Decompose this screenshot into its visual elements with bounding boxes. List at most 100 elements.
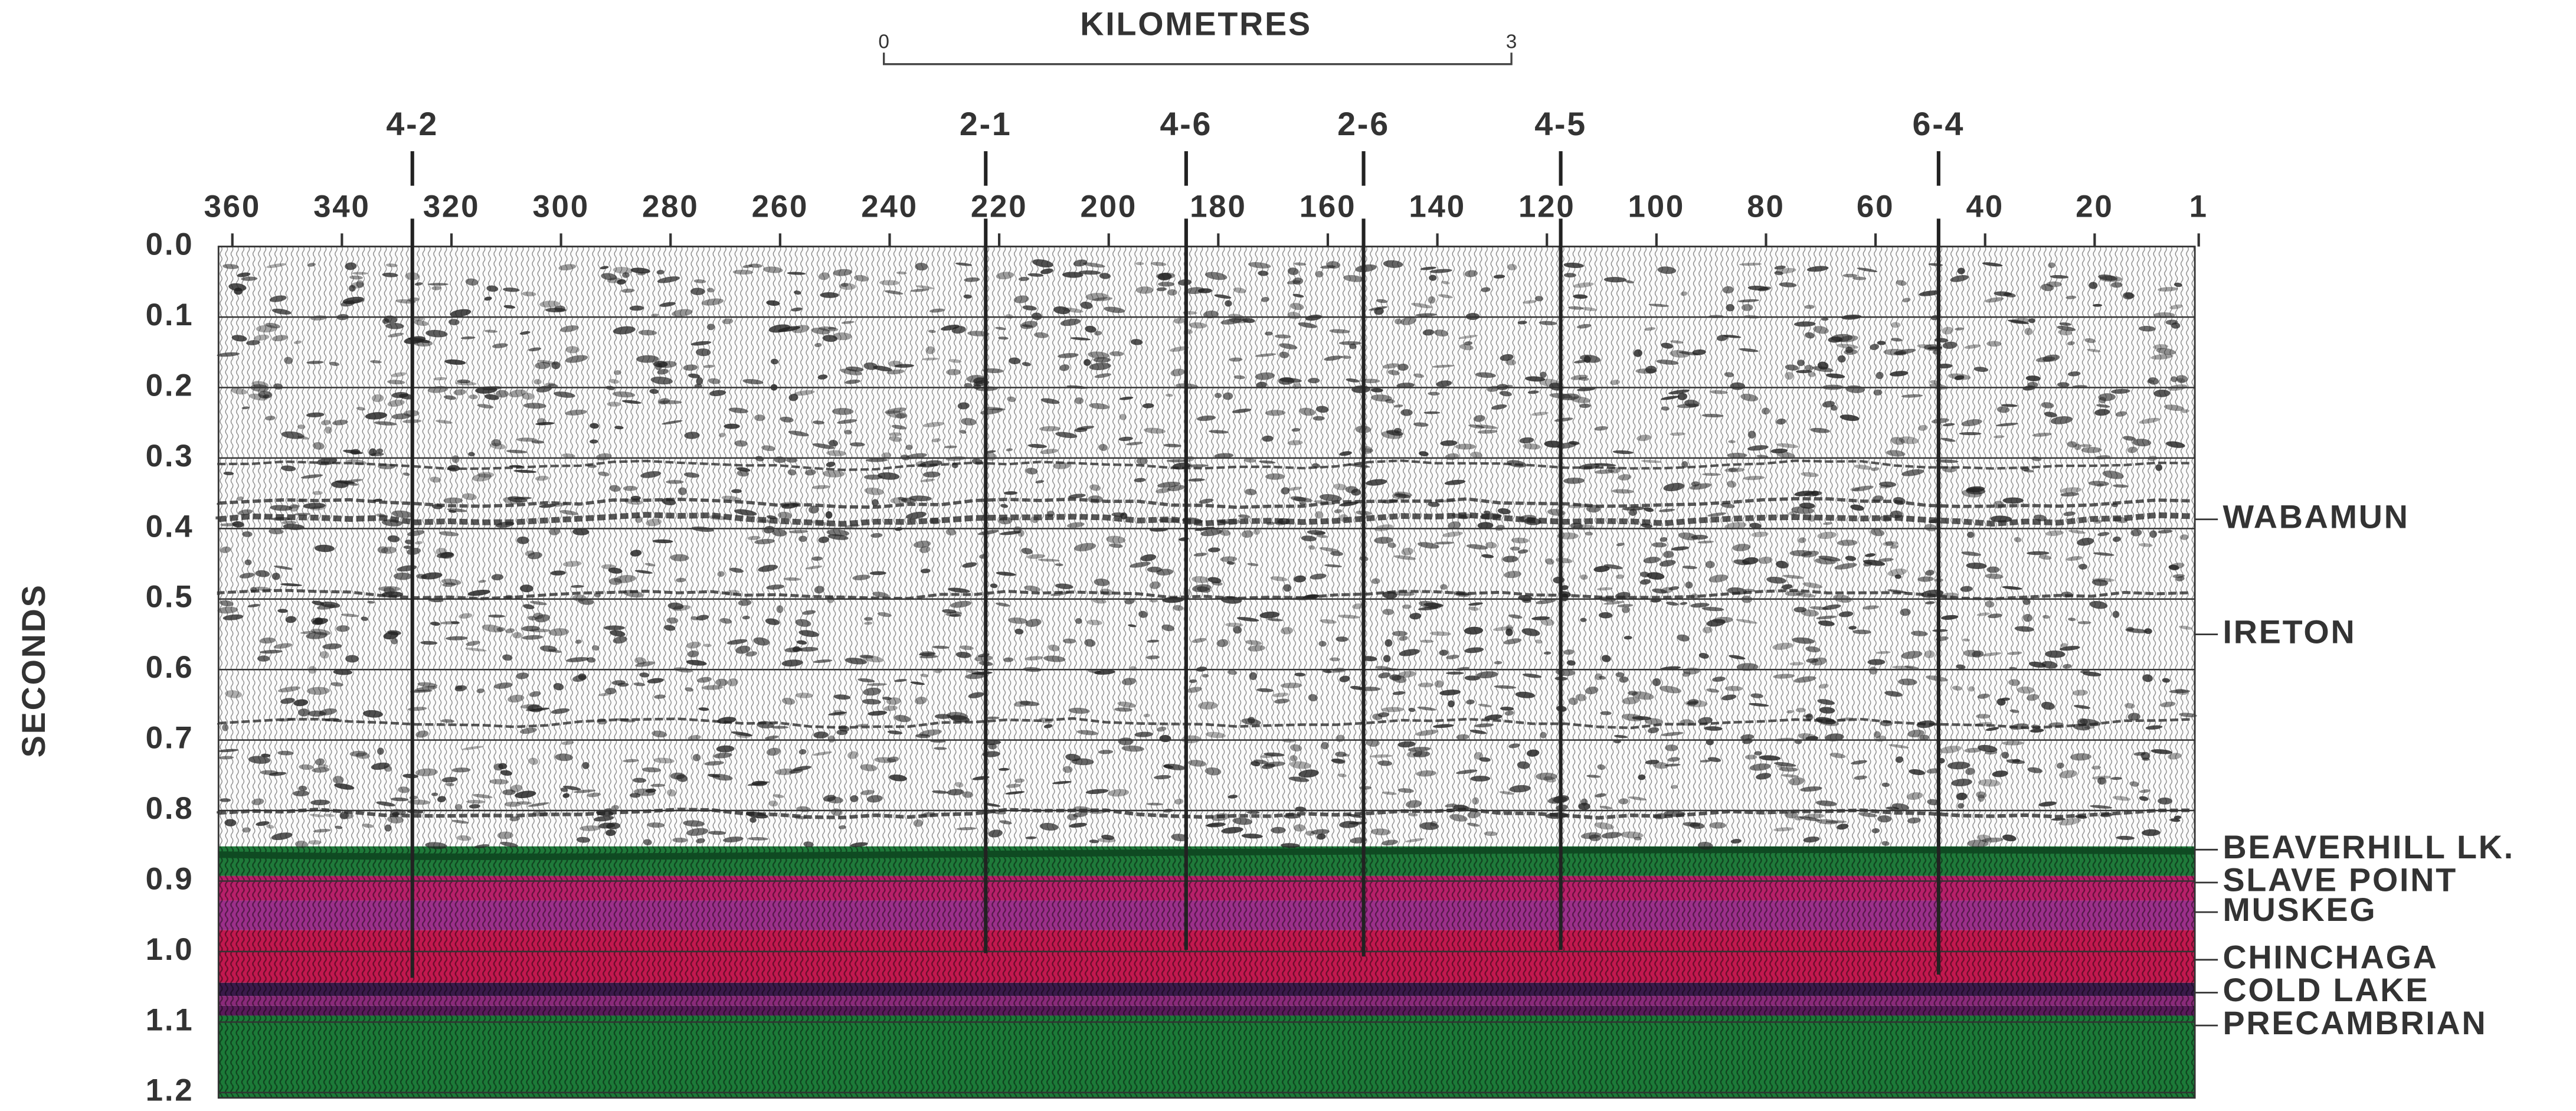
reflection-event bbox=[1766, 576, 1786, 584]
reflection-event bbox=[1668, 586, 1680, 590]
reflection-event bbox=[2160, 701, 2176, 707]
reflection-event bbox=[949, 614, 961, 617]
reflection-event bbox=[1878, 558, 1894, 562]
reflection-event bbox=[1497, 508, 1511, 515]
reflection-event bbox=[775, 768, 796, 775]
reflection-event bbox=[1586, 775, 1600, 778]
reflection-event bbox=[748, 263, 762, 268]
reflection-event bbox=[968, 692, 984, 698]
reflection-event bbox=[1611, 489, 1634, 494]
reflection-event bbox=[1339, 675, 1350, 682]
reflection-event bbox=[2097, 777, 2106, 785]
reflection-event bbox=[1246, 811, 1260, 814]
reflection-event bbox=[1289, 755, 1298, 762]
reflection-event bbox=[1275, 334, 1291, 339]
reflection-event bbox=[1819, 707, 1835, 714]
reflection-event bbox=[1319, 547, 1340, 553]
reflection-event bbox=[593, 815, 614, 822]
reflection-event bbox=[218, 756, 234, 760]
reflection-event bbox=[1316, 834, 1326, 840]
reflection-event bbox=[1385, 398, 1395, 404]
reflection-event bbox=[984, 450, 996, 453]
reflection-event bbox=[1647, 572, 1665, 580]
horizon-label: WABAMUN bbox=[2223, 498, 2409, 535]
reflection-event bbox=[1255, 353, 1276, 357]
reflection-event bbox=[2008, 319, 2030, 324]
reflection-event bbox=[1305, 831, 1315, 836]
reflection-event bbox=[1683, 822, 1700, 827]
reflection-event bbox=[2112, 610, 2120, 618]
reflection-event bbox=[1870, 528, 1885, 537]
reflection-event bbox=[1166, 459, 1188, 463]
reflection-event bbox=[479, 580, 486, 583]
reflection-event bbox=[884, 290, 904, 295]
reflection-event bbox=[1927, 799, 1939, 806]
reflection-event bbox=[847, 751, 859, 759]
reflection-event bbox=[303, 502, 326, 509]
reflection-event bbox=[2045, 650, 2066, 658]
reflection-event bbox=[509, 816, 521, 822]
reflection-events bbox=[217, 259, 2197, 850]
reflection-event bbox=[1919, 290, 1941, 296]
reflection-event bbox=[1535, 639, 1543, 644]
reflection-event bbox=[387, 332, 404, 338]
reflection-event bbox=[2092, 303, 2103, 307]
reflection-event bbox=[435, 420, 453, 424]
reflection-event bbox=[1253, 528, 1261, 535]
reflection-event bbox=[1616, 543, 1625, 547]
reflection-event bbox=[2170, 376, 2178, 383]
reflection-event bbox=[1569, 441, 1580, 445]
reflection-event bbox=[417, 682, 438, 688]
reflection-event bbox=[983, 803, 1001, 807]
reflection-event bbox=[715, 678, 728, 687]
reflection-event bbox=[220, 546, 231, 553]
reflection-event bbox=[1773, 827, 1793, 832]
reflection-event bbox=[955, 652, 971, 658]
reflection-event bbox=[766, 747, 781, 756]
reflection-event bbox=[1966, 562, 1987, 569]
reflection-event bbox=[934, 714, 952, 719]
reflection-event bbox=[1982, 262, 2003, 267]
reflection-event bbox=[2046, 281, 2062, 287]
reflection-event bbox=[881, 452, 892, 458]
reflection-event bbox=[228, 283, 247, 292]
reflection-event bbox=[1638, 774, 1646, 780]
reflection-event bbox=[1758, 557, 1773, 564]
reflection-event bbox=[973, 377, 986, 384]
reflection-event bbox=[945, 528, 957, 536]
reflection-event bbox=[1789, 662, 1804, 666]
reflection-event bbox=[1280, 682, 1302, 688]
reflection-event bbox=[515, 790, 536, 799]
reflection-event bbox=[1776, 560, 1789, 568]
reflection-event bbox=[461, 746, 484, 750]
reflection-event bbox=[713, 752, 732, 759]
reflection-event bbox=[1603, 564, 1623, 570]
reflection-event bbox=[1749, 763, 1771, 771]
reflection-event bbox=[313, 829, 331, 833]
reflection-event bbox=[731, 489, 742, 494]
reflection-event bbox=[1701, 607, 1724, 612]
reflection-event bbox=[1594, 426, 1608, 431]
reflection-event bbox=[2002, 741, 2024, 746]
reflection-event bbox=[1545, 558, 1554, 565]
reflection-event bbox=[922, 421, 945, 427]
reflection-event bbox=[1014, 628, 1024, 635]
reflection-event bbox=[1628, 796, 1647, 800]
reflection-event bbox=[1048, 644, 1060, 652]
reflection-event bbox=[1027, 444, 1048, 448]
reflection-event bbox=[266, 263, 286, 268]
reflection-event bbox=[832, 408, 854, 415]
reflection-event bbox=[297, 424, 306, 429]
reflection-event bbox=[1740, 734, 1755, 740]
reflection-event bbox=[341, 300, 355, 307]
reflection-event bbox=[854, 275, 869, 282]
reflection-event bbox=[1505, 628, 1513, 636]
reflection-event bbox=[298, 708, 310, 717]
reflection-event bbox=[1834, 563, 1857, 570]
reflection-event bbox=[1796, 593, 1815, 597]
reflection-event bbox=[1014, 778, 1025, 783]
reflection-event bbox=[1070, 337, 1091, 341]
reflection-event bbox=[1093, 357, 1111, 363]
reflection-event bbox=[2139, 789, 2151, 793]
reflection-event bbox=[1032, 312, 1042, 321]
